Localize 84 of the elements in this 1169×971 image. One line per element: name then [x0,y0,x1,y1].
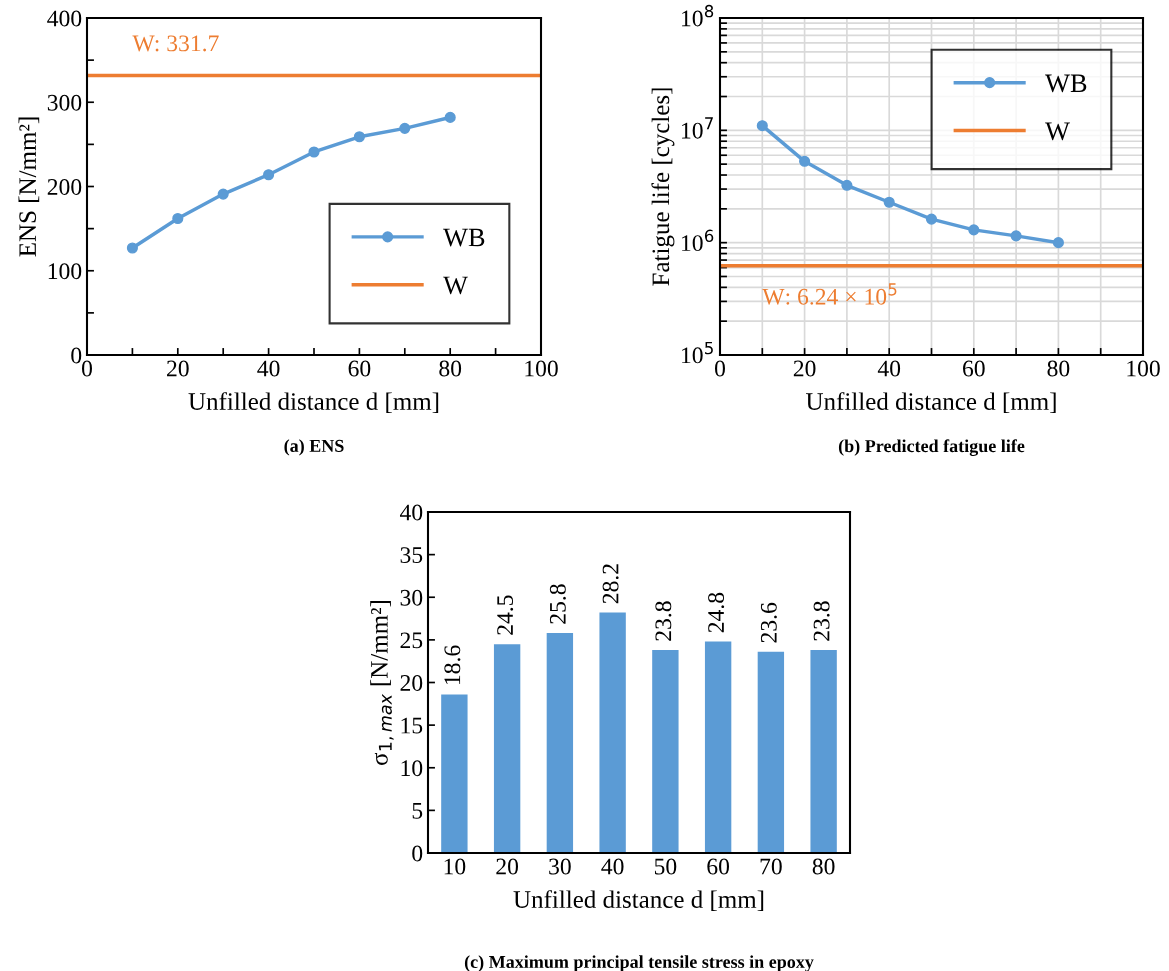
point [263,169,275,181]
x-tick-label: 80 [439,360,462,377]
x-tick-label: 20 [793,360,816,377]
x-tick-label: 40 [601,858,624,875]
y-axis-title: ENS [N/mm²] [18,117,40,257]
x-axis-title: Unfilled distance d [mm] [188,392,439,414]
bar [546,633,574,853]
y-tick-label: 10$^{5}$ [682,341,713,364]
bar [441,694,468,853]
y-tick-label: 25 [400,632,423,649]
x-tick-label: 30 [549,858,571,875]
x-tick-label: 10 [444,858,466,875]
annotation: W: 6.24 × 10$^{5}$ [762,283,897,305]
x-tick-label: 80 [812,858,835,875]
legend-label: W [1045,122,1070,141]
point [841,179,853,191]
point [172,212,184,225]
x-tick-label: 40 [877,360,901,377]
data-label: 18.6 [444,645,461,685]
y-tick-label: 15 [401,717,423,734]
x-tick-label: 100 [525,360,558,377]
text: (c) Maximum principal tensile stress in epoxy [464,955,814,971]
data-label: 28.2 [602,564,619,604]
point [126,242,138,254]
bar [599,612,626,853]
bar [652,650,679,853]
bar [493,644,521,853]
x-tick-label: 60 [963,360,985,377]
x-axis-title: Unfilled distance d [mm] [513,890,764,912]
x-tick-label: 20 [496,858,519,875]
y-tick-label: 10$^{8}$ [682,4,714,27]
y-tick-label: 0 [71,347,82,364]
legend-label: W [443,276,468,295]
y-axis-title: σ$_{1,max}$ [N/mm²] [370,600,394,766]
y-tick-label: 35 [400,547,423,564]
legend-label: WB [443,228,485,247]
x-tick-label: 60 [707,858,730,875]
y-tick-label: 10$^{6}$ [682,229,714,252]
x-tick-label: 0 [715,360,725,377]
data-label: 23.8 [655,601,672,641]
data-label: 24.5 [497,595,514,635]
bar [810,650,837,853]
point [217,188,229,200]
x-tick-label: 100 [1127,360,1160,377]
data-label: 25.8 [549,584,566,624]
bar [704,641,732,853]
data-label: 23.6 [760,602,777,643]
point [308,146,320,158]
y-tick-label: 0 [412,845,423,862]
point [1010,230,1022,242]
data-label: 23.8 [813,601,830,641]
y-tick-label: 30 [400,589,423,606]
data-label: 24.8 [708,592,725,633]
y-tick-label: 400 [47,10,82,27]
legend-label: WB [1045,74,1087,93]
point [799,155,811,167]
point [925,213,938,225]
annotation: W: 331.7 [132,35,219,52]
x-tick-label: 70 [760,858,782,875]
point [756,120,768,132]
y-tick-label: 200 [47,178,82,195]
x-axis-title: Unfilled distance d [mm] [806,392,1056,414]
y-tick-label: 100 [48,263,82,280]
point [968,224,980,236]
point [1052,237,1064,249]
y-tick-label: 10$^{7}$ [682,117,713,139]
y-tick-label: 40 [399,504,423,521]
x-tick-label: 40 [257,360,280,377]
x-tick-label: 50 [654,858,677,875]
y-tick-label: 10 [401,760,423,777]
y-axis-title: Fatigue life [cycles] [651,88,675,286]
x-tick-label: 60 [348,360,371,377]
point [353,131,365,143]
text: (a) ENS [284,439,344,456]
point [883,196,895,208]
point [399,122,411,134]
y-tick-label: 20 [400,674,423,691]
y-tick-label: 5 [412,803,423,819]
text: (b) Predicted fatigue life [838,439,1025,456]
point [444,111,456,123]
x-tick-label: 80 [1047,360,1070,377]
bar [757,651,785,853]
y-tick-label: 300 [47,94,82,111]
x-tick-label: 20 [167,360,189,377]
